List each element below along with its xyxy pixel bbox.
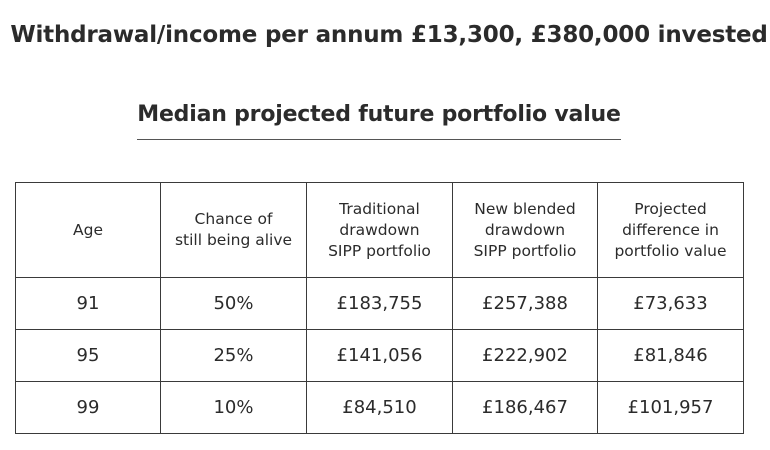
column-header-line: Projected — [602, 199, 739, 220]
cell-traditional-value: £141,056 — [307, 330, 453, 382]
cell-chance-alive: 10% — [161, 382, 307, 434]
table-row: 99 10% £84,510 £186,467 £101,957 — [16, 382, 744, 434]
table-header-row: Age Chance of still being alive Traditio… — [16, 183, 744, 278]
column-header-line: drawdown — [457, 220, 593, 241]
cell-new-blended-value: £222,902 — [453, 330, 598, 382]
cell-age: 95 — [16, 330, 161, 382]
column-header-line: portfolio value — [602, 241, 739, 262]
cell-traditional-value: £84,510 — [307, 382, 453, 434]
cell-age: 91 — [16, 278, 161, 330]
cell-chance-alive: 25% — [161, 330, 307, 382]
subtitle-underline — [137, 139, 621, 140]
column-header-new-blended: New blended drawdown SIPP portfolio — [453, 183, 598, 278]
projection-table-container: Age Chance of still being alive Traditio… — [15, 182, 743, 433]
column-header-line: New blended — [457, 199, 593, 220]
cell-chance-alive: 50% — [161, 278, 307, 330]
cell-new-blended-value: £186,467 — [453, 382, 598, 434]
cell-difference-value: £101,957 — [598, 382, 744, 434]
table-row: 91 50% £183,755 £257,388 £73,633 — [16, 278, 744, 330]
column-header-line: still being alive — [165, 230, 302, 251]
column-header-line: SIPP portfolio — [311, 241, 448, 262]
table-row: 95 25% £141,056 £222,902 £81,846 — [16, 330, 744, 382]
column-header-line: Chance of — [165, 209, 302, 230]
column-header-line: drawdown — [311, 220, 448, 241]
column-header-line: Traditional — [311, 199, 448, 220]
cell-difference-value: £81,846 — [598, 330, 744, 382]
column-header-difference: Projected difference in portfolio value — [598, 183, 744, 278]
column-header-line: Age — [20, 220, 156, 241]
column-header-traditional: Traditional drawdown SIPP portfolio — [307, 183, 453, 278]
projection-table: Age Chance of still being alive Traditio… — [15, 182, 744, 434]
column-header-age: Age — [16, 183, 161, 278]
column-header-line: SIPP portfolio — [457, 241, 593, 262]
table-subtitle: Median projected future portfolio value — [0, 102, 758, 127]
cell-age: 99 — [16, 382, 161, 434]
column-header-line: difference in — [602, 220, 739, 241]
cell-new-blended-value: £257,388 — [453, 278, 598, 330]
cell-difference-value: £73,633 — [598, 278, 744, 330]
column-header-chance-alive: Chance of still being alive — [161, 183, 307, 278]
page-title: Withdrawal/income per annum £13,300, £38… — [0, 22, 770, 48]
cell-traditional-value: £183,755 — [307, 278, 453, 330]
